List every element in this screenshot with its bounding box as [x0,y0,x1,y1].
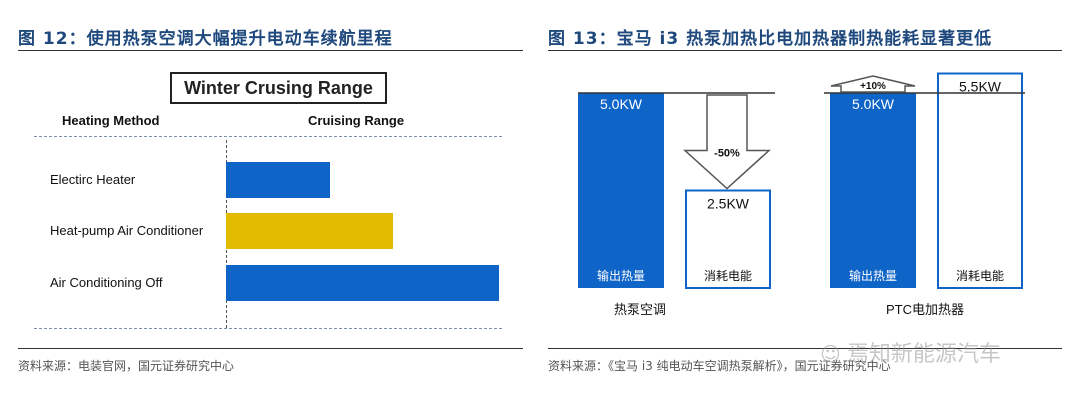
wechat-icon: ☺ [820,342,841,366]
bar-power-consumption [937,72,1023,289]
watermark: ☺ 焉知新能源汽车 [820,336,1001,368]
range-bar [226,265,499,301]
bar-value-label: 2.5KW [707,196,750,212]
arrow-annotation: +10% [860,81,886,92]
bottom-dashed-line [34,328,502,329]
bar-output-heat [578,93,664,288]
category-label: Heat-pump Air Conditioner [50,223,204,238]
group-label: PTC电加热器 [886,302,964,317]
bar-power-consumption [685,189,771,289]
col-heading-cruising-range: Cruising Range [308,113,405,128]
bar-category-label: 输出热量 [849,268,897,283]
bar-category-label: 消耗电能 [956,269,1004,283]
bar-output-heat [830,93,916,288]
left-figure-title: 图 12：使用热泵空调大幅提升电动车续航里程 [18,29,393,49]
category-label: Air Conditioning Off [50,275,163,290]
increase-arrow [830,75,916,93]
bar-value-label: 5.0KW [600,96,643,112]
left-source-rule [18,348,523,349]
left-chart-title: Winter Crusing Range [170,72,387,104]
bar-category-label: 消耗电能 [704,269,752,283]
range-bar [226,162,330,198]
right-source-rule [548,348,1062,349]
range-bar [226,213,393,249]
category-label: Electirc Heater [50,172,136,187]
top-dashed-line [34,136,502,137]
bar-value-label: 5.0KW [852,96,895,112]
watermark-text: 焉知新能源汽车 [846,342,1001,367]
right-title-rule [548,50,1062,51]
col-heading-heating-method: Heating Method [62,113,160,128]
right-figure-title: 图 13：宝马 i3 热泵加热比电加热器制热能耗显著更低 [548,29,993,49]
bar-value-label: 5.5KW [959,79,1002,95]
right-source-note: 资料来源：《宝马 i3 纯电动车空调热泵解析》，国元证券研究中心 [548,359,891,373]
decrease-arrow [683,94,771,190]
arrow-annotation: -50% [714,148,740,160]
left-title-rule [18,50,523,51]
group-label: 热泵空调 [614,302,666,317]
left-source-note: 资料来源：电装官网，国元证券研究中心 [18,359,235,373]
bar-category-label: 输出热量 [597,268,645,283]
